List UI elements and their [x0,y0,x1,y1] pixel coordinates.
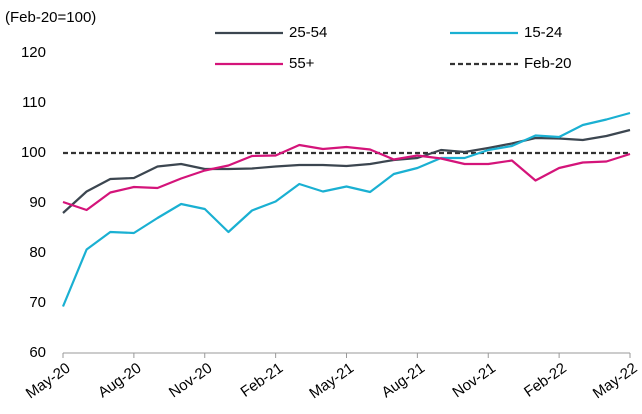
x-tick-label: May-21 [306,360,357,403]
y-tick-label: 60 [29,344,46,361]
x-tick-label: Nov-20 [166,360,215,402]
y-tick-label: 80 [29,244,46,261]
legend-label: Feb-20 [524,55,572,72]
x-tick-label: May-22 [590,360,641,403]
legend-label: 25-54 [289,24,327,41]
y-tick-label: 70 [29,294,46,311]
y-axis-label: (Feb-20=100) [5,9,96,26]
x-tick-label: Aug-21 [379,360,428,402]
y-tick-label: 90 [29,194,46,211]
x-tick-label: Feb-21 [238,360,287,401]
y-tick-label: 120 [21,44,46,61]
x-tick-label: Nov-21 [449,360,498,402]
y-tick-label: 100 [21,144,46,161]
legend-label: 15-24 [524,24,562,41]
legend-label: 55+ [289,55,315,72]
x-tick-label: May-20 [23,360,74,403]
x-tick-label: Aug-20 [95,360,144,402]
line-series [62,143,631,212]
line-series [61,111,631,307]
x-tick-label: Feb-22 [521,360,570,401]
line-series [62,128,631,214]
y-tick-label: 110 [22,94,46,111]
